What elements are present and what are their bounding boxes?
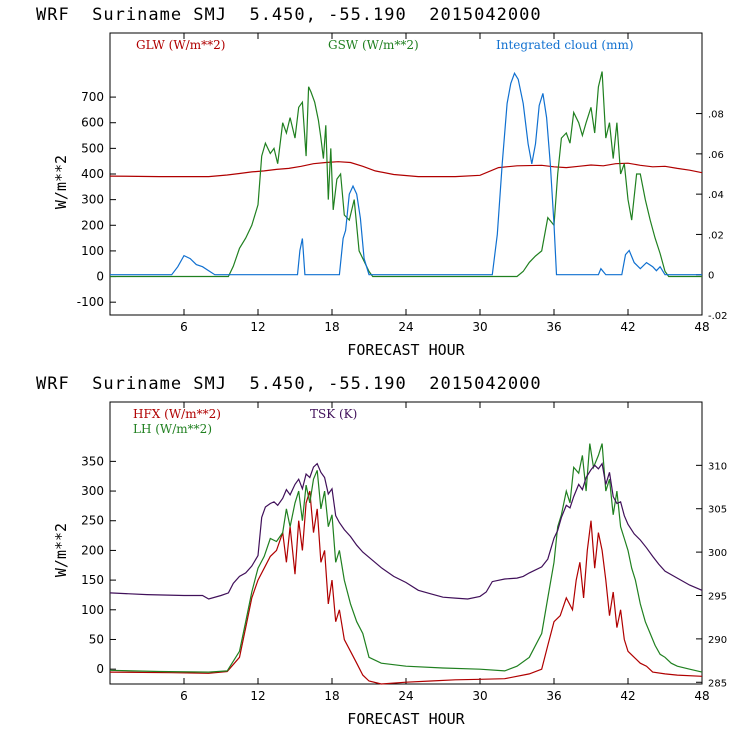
top-legend-glw: GLW (W/m**2) — [136, 38, 225, 52]
bottom-ytick-label: 150 — [81, 573, 104, 587]
bottom-chart-title: WRF Suriname SMJ 5.450, -55.190 20150420… — [36, 374, 542, 394]
bottom-y2tick-label: 285 — [708, 678, 727, 689]
bottom-xlabel: FORECAST HOUR — [347, 710, 465, 728]
top-xtick-label: 30 — [472, 320, 487, 334]
top-xtick-label: 12 — [250, 320, 265, 334]
bottom-legend-lh: LH (W/m**2) — [133, 422, 212, 436]
bottom-ytick-label: 100 — [81, 603, 104, 617]
bottom-y2tick-label: 310 — [708, 461, 727, 472]
bottom-series-line-lh — [109, 443, 703, 673]
bottom-plot-series — [109, 443, 703, 685]
top-series-line-integrated — [110, 71, 702, 276]
bottom-xtick-label: 24 — [398, 689, 413, 703]
top-xtick-label: 42 — [620, 320, 635, 334]
top-series-line-glw — [109, 161, 703, 178]
bottom-legend-tsk: TSK (K) — [310, 407, 357, 421]
bottom-ytick-label: 300 — [81, 484, 104, 498]
top-xtick-label: 18 — [324, 320, 339, 334]
bottom-ytick-label: 0 — [96, 662, 104, 676]
top-xtick-label: 6 — [180, 320, 188, 334]
bottom-plot-ticks: 6 12 18 24 30 36 42 48 0 50 100 150 200 250 300 350 285 2… — [81, 402, 727, 703]
top-series-line-gsw — [110, 71, 702, 278]
top-ytick-label: 700 — [81, 90, 104, 104]
top-ytick-label: -100 — [77, 295, 104, 309]
top-xtick-label: 36 — [546, 320, 561, 334]
top-plot-frame — [109, 32, 703, 316]
top-y2tick-label: 0 — [708, 271, 714, 282]
top-chart-title: WRF Suriname SMJ 5.450, -55.190 20150420… — [36, 5, 542, 25]
top-plot-series — [109, 71, 703, 278]
bottom-y2tick-label: 290 — [708, 635, 727, 646]
top-ytick-label: 0 — [96, 270, 104, 284]
bottom-ytick-label: 250 — [81, 514, 104, 528]
top-xtick-label: 48 — [694, 320, 709, 334]
bottom-xtick-label: 12 — [250, 689, 265, 703]
bottom-series-line-tsk — [109, 462, 703, 600]
top-ytick-label: 400 — [81, 167, 104, 181]
bottom-y2tick-label: 295 — [708, 591, 727, 602]
bottom-xtick-label: 48 — [694, 689, 709, 703]
top-legend-gsw: GSW (W/m**2) — [328, 38, 419, 52]
top-ytick-label: 100 — [81, 244, 104, 258]
top-y2tick-label: .02 — [708, 230, 724, 241]
bottom-xtick-label: 42 — [620, 689, 635, 703]
top-xtick-label: 24 — [398, 320, 413, 334]
bottom-y2tick-label: 305 — [708, 505, 727, 516]
bottom-xtick-label: 6 — [180, 689, 188, 703]
bottom-ytick-label: 350 — [81, 454, 104, 468]
bottom-legend-hfx: HFX (W/m**2) — [133, 407, 221, 421]
top-y2tick-label: .08 — [708, 110, 724, 121]
top-y2tick-label: .04 — [708, 190, 724, 201]
bottom-ytick-label: 50 — [89, 632, 104, 646]
bottom-y2tick-label: 300 — [708, 548, 727, 559]
bottom-plot-frame — [109, 401, 703, 685]
top-ytick-label: 200 — [81, 218, 104, 232]
top-ytick-label: 600 — [81, 116, 104, 130]
top-ytick-label: 500 — [81, 141, 104, 155]
top-xlabel: FORECAST HOUR — [347, 341, 465, 359]
bottom-xtick-label: 30 — [472, 689, 487, 703]
bottom-ylabel: W/m**2 — [52, 523, 70, 577]
panel-fluxes: WRF Suriname SMJ 5.450, -55.190 20150420… — [36, 374, 727, 728]
panel-radiation: WRF Suriname SMJ 5.450, -55.190 20150420… — [36, 5, 728, 359]
top-y2tick-label: -.02 — [708, 311, 728, 322]
top-ytick-label: 300 — [81, 193, 104, 207]
bottom-ytick-label: 200 — [81, 543, 104, 557]
top-legend-cloud: Integrated cloud (mm) — [496, 38, 634, 52]
bottom-xtick-label: 36 — [546, 689, 561, 703]
bottom-xtick-label: 18 — [324, 689, 339, 703]
top-plot-ticks: 6 12 18 24 30 36 42 48 -100 0 100 200 300 400 500 600 70… — [77, 33, 728, 334]
top-y2tick-label: .06 — [708, 150, 724, 161]
bottom-series-line-hfx — [109, 490, 703, 685]
top-ylabel: W/m**2 — [52, 155, 70, 209]
